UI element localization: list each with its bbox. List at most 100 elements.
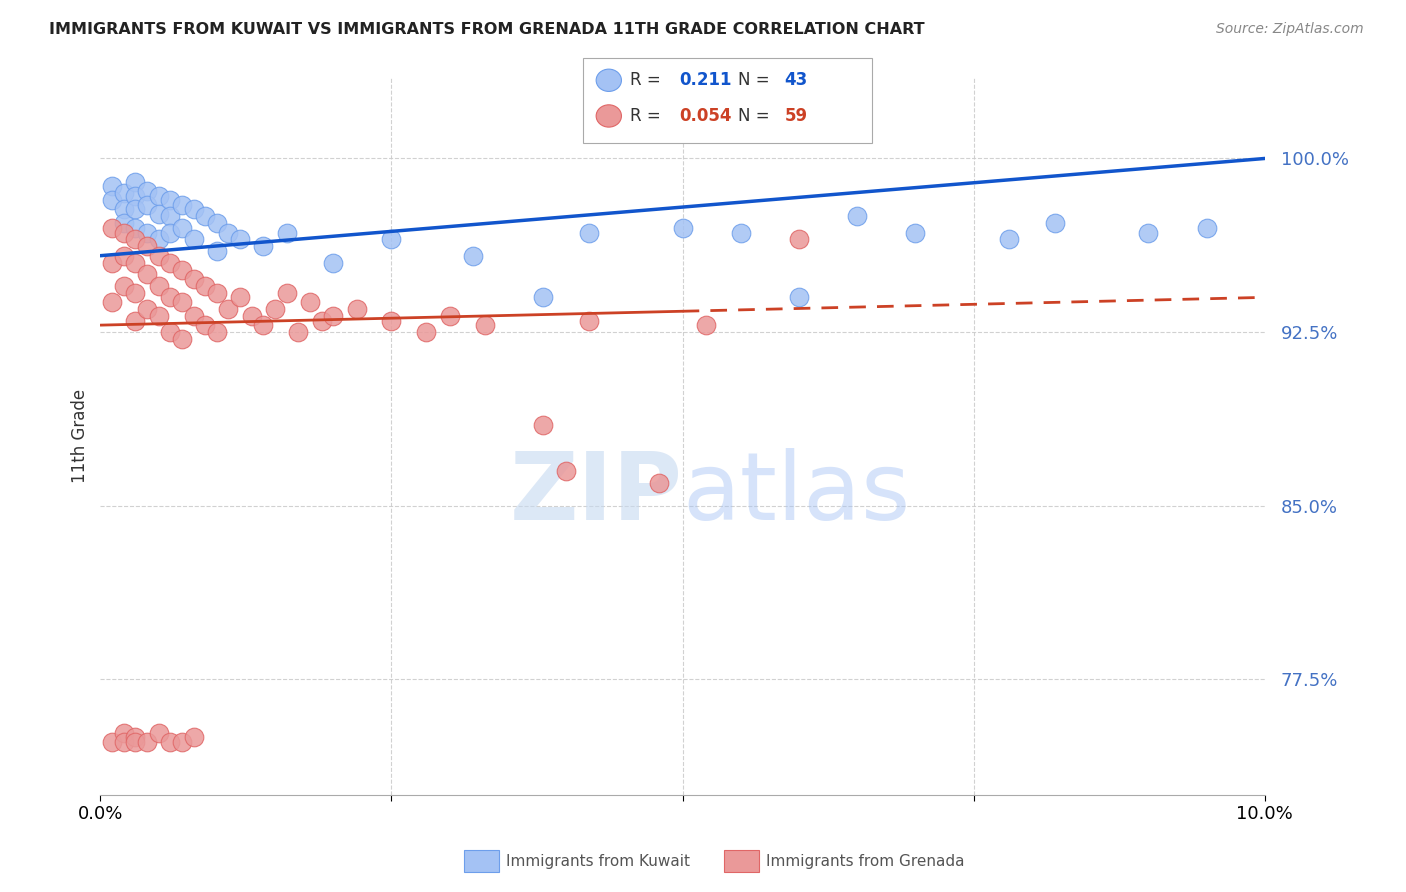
Point	[252, 239, 274, 253]
Text: Immigrants from Grenada: Immigrants from Grenada	[766, 855, 965, 869]
Text: N =: N =	[738, 71, 769, 89]
Y-axis label: 11th Grade: 11th Grade	[72, 389, 89, 483]
Point	[159, 255, 181, 269]
Point	[461, 249, 484, 263]
Point	[148, 309, 170, 323]
Point	[112, 186, 135, 201]
Point	[217, 226, 239, 240]
Point	[648, 475, 671, 490]
Point	[555, 464, 578, 478]
Text: ZIP: ZIP	[510, 448, 682, 540]
Point	[730, 226, 752, 240]
Point	[346, 301, 368, 316]
Point	[101, 221, 124, 235]
Point	[578, 313, 600, 327]
Point	[287, 325, 309, 339]
Point	[170, 262, 193, 277]
Point	[205, 325, 228, 339]
Point	[148, 278, 170, 293]
Point	[124, 188, 146, 202]
Point	[159, 325, 181, 339]
Point	[159, 226, 181, 240]
Point	[124, 255, 146, 269]
Point	[101, 255, 124, 269]
Point	[112, 226, 135, 240]
Point	[136, 184, 159, 198]
Point	[170, 221, 193, 235]
Point	[136, 198, 159, 212]
Point	[124, 202, 146, 217]
Point	[124, 221, 146, 235]
Point	[1137, 226, 1160, 240]
Point	[1045, 216, 1067, 230]
Point	[183, 272, 205, 286]
Point	[101, 295, 124, 310]
Text: N =: N =	[738, 107, 769, 125]
Point	[217, 301, 239, 316]
Point	[1195, 221, 1218, 235]
Point	[136, 735, 159, 749]
Point	[148, 249, 170, 263]
Text: 0.054: 0.054	[679, 107, 731, 125]
Point	[240, 309, 263, 323]
Point	[170, 735, 193, 749]
Point	[276, 226, 298, 240]
Point	[205, 216, 228, 230]
Point	[671, 221, 693, 235]
Point	[112, 202, 135, 217]
Point	[159, 735, 181, 749]
Point	[787, 232, 810, 246]
Point	[124, 730, 146, 744]
Point	[194, 318, 217, 333]
Point	[170, 332, 193, 346]
Point	[159, 193, 181, 207]
Point	[380, 232, 402, 246]
Point	[148, 232, 170, 246]
Point	[205, 244, 228, 258]
Point	[112, 278, 135, 293]
Text: 59: 59	[785, 107, 807, 125]
Point	[474, 318, 496, 333]
Point	[183, 309, 205, 323]
Point	[183, 232, 205, 246]
Text: R =: R =	[630, 107, 661, 125]
Point	[112, 249, 135, 263]
Point	[136, 239, 159, 253]
Point	[695, 318, 717, 333]
Point	[124, 175, 146, 189]
Point	[322, 255, 344, 269]
Point	[101, 193, 124, 207]
Text: 43: 43	[785, 71, 808, 89]
Point	[194, 278, 217, 293]
Point	[183, 730, 205, 744]
Point	[276, 285, 298, 300]
Text: IMMIGRANTS FROM KUWAIT VS IMMIGRANTS FROM GRENADA 11TH GRADE CORRELATION CHART: IMMIGRANTS FROM KUWAIT VS IMMIGRANTS FRO…	[49, 22, 925, 37]
Point	[159, 210, 181, 224]
Point	[380, 313, 402, 327]
Point	[124, 285, 146, 300]
Text: Immigrants from Kuwait: Immigrants from Kuwait	[506, 855, 690, 869]
Point	[112, 725, 135, 739]
Point	[124, 232, 146, 246]
Point	[322, 309, 344, 323]
Point	[101, 179, 124, 194]
Point	[311, 313, 333, 327]
Point	[229, 290, 252, 304]
Point	[787, 290, 810, 304]
Point	[531, 290, 554, 304]
Point	[148, 725, 170, 739]
Point	[298, 295, 321, 310]
Point	[997, 232, 1019, 246]
Point	[264, 301, 287, 316]
Point	[148, 207, 170, 221]
Text: R =: R =	[630, 71, 661, 89]
Point	[252, 318, 274, 333]
Point	[136, 267, 159, 281]
Point	[148, 188, 170, 202]
Point	[170, 295, 193, 310]
Point	[846, 210, 869, 224]
Point	[112, 735, 135, 749]
Point	[205, 285, 228, 300]
Point	[159, 290, 181, 304]
Point	[439, 309, 461, 323]
